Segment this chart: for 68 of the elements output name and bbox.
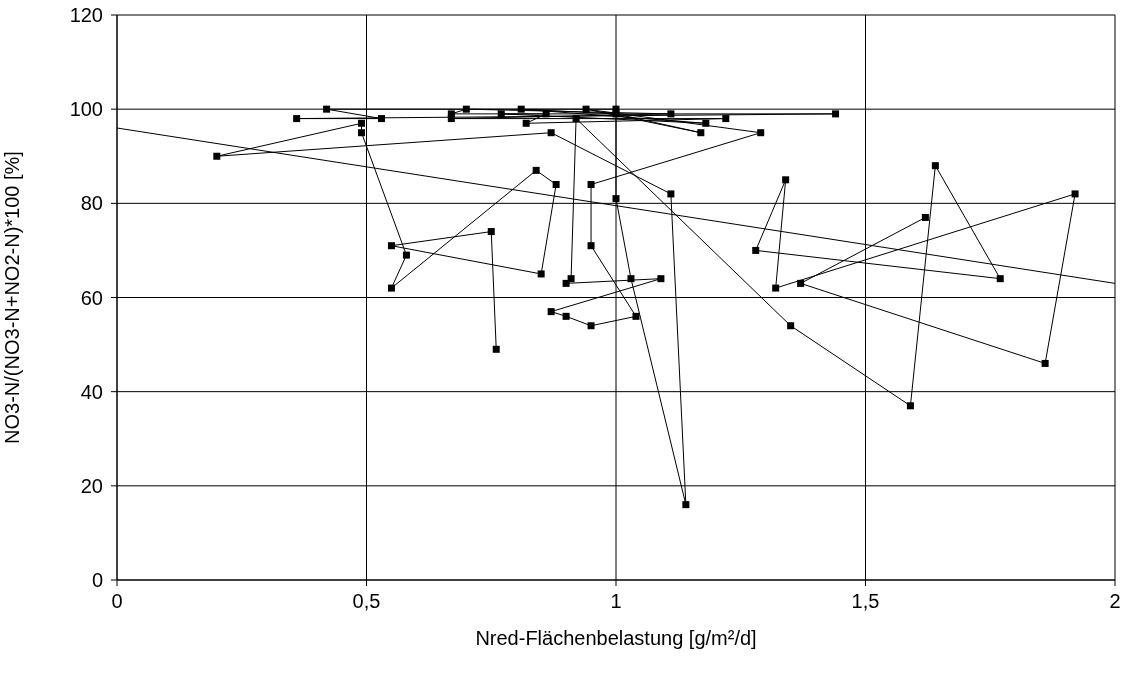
point [587,322,595,330]
point [522,119,530,127]
point [492,345,500,353]
point [921,213,929,221]
point [462,105,470,113]
point [702,119,710,127]
y-tick-label: 120 [69,4,103,27]
point [323,105,331,113]
y-tick-label: 20 [80,474,103,497]
point [552,181,560,188]
point [293,115,301,123]
point [1071,190,1079,198]
point [682,501,690,509]
point [832,110,840,118]
point [757,129,765,137]
point [517,105,525,113]
point [497,110,505,118]
point [787,322,795,330]
point [358,129,366,137]
point [387,242,395,250]
x-tick-label: 1,5 [851,590,880,613]
point [667,190,675,198]
point [567,275,575,283]
point [447,115,455,123]
point [612,110,620,118]
point [213,152,221,160]
point [722,115,730,123]
point [542,110,550,118]
point [402,251,410,259]
point [547,308,555,316]
point [562,279,570,287]
x-tick-label: 0,5 [352,590,381,613]
y-tick-label: 80 [80,192,103,215]
point [572,115,580,123]
point [387,284,395,292]
x-tick-label: 0 [111,590,123,613]
point [632,312,640,320]
point [587,181,595,188]
x-tick-label: 2 [1109,590,1121,613]
x-axis-title: Nred-Flächenbelastung [g/m²/d] [475,627,757,649]
point [772,284,780,292]
point [906,402,914,410]
point [358,119,366,127]
point [627,275,635,283]
point [377,115,385,123]
point [931,162,939,170]
point [657,275,665,283]
point [782,176,790,184]
point [667,110,675,118]
point [996,275,1004,283]
y-tick-label: 60 [80,286,103,309]
point [532,166,540,174]
point [537,270,545,278]
y-axis-title: NO3-N/(NO3-N+NO2-N)*100 [%] [1,151,24,444]
point [612,195,620,203]
y-tick-label: 100 [69,98,103,121]
y-tick-label: 40 [80,380,103,403]
point [487,228,495,236]
point [587,242,595,250]
point [562,312,570,320]
point [697,129,705,137]
point [582,105,590,113]
x-tick-label: 1 [610,590,622,613]
point [1041,359,1049,367]
point [547,129,555,137]
point [797,279,805,287]
point [752,246,760,254]
y-tick-label: 0 [91,569,103,592]
